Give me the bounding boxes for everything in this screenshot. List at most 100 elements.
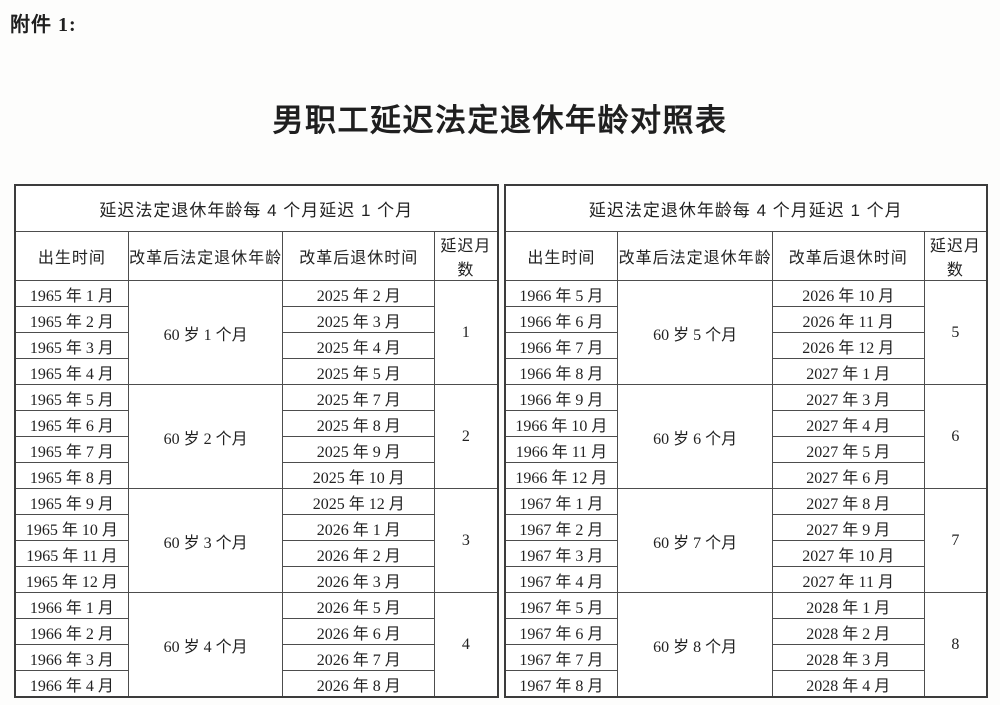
retire-date-cell: 2025 年 9 月 [282,436,436,463]
birth-date-cell: 1966 年 2 月 [14,618,129,645]
table-row: 1967 年 8 月 2028 年 4 月 [503,670,988,698]
retire-date-cell: 2025 年 8 月 [282,410,436,437]
table-row: 1965 年 4 月 2025 年 5 月 [14,358,498,385]
retire-date-cell: 2026 年 8 月 [282,670,436,698]
table-row: 1965 年 2 月 2025 年 3 月 [14,306,498,333]
delay-months-cell: 2 [434,384,498,489]
birth-date-cell: 1965 年 10 月 [14,514,129,541]
delay-months-cell: 1 [434,280,498,385]
retire-date-cell: 2026 年 10 月 [771,280,925,307]
retire-date-cell: 2028 年 2 月 [771,618,925,645]
birth-date-cell: 1965 年 6 月 [14,410,129,437]
birth-date-cell: 1965 年 12 月 [14,566,129,593]
retire-date-cell: 2025 年 3 月 [282,306,436,333]
retire-date-cell: 2026 年 6 月 [282,618,436,645]
birth-date-cell: 1966 年 4 月 [14,670,129,698]
retire-date-cell: 2028 年 4 月 [771,670,925,698]
statutory-age-cell: 60 岁 5 个月 [617,280,773,385]
delay-months-cell: 3 [434,488,498,593]
table-merged-header: 延迟法定退休年龄每 4 个月延迟 1 个月 [14,184,498,232]
delay-months-cell: 4 [434,592,498,698]
page-title: 男职工延迟法定退休年龄对照表 [272,103,728,138]
retire-date-cell: 2025 年 4 月 [282,332,436,359]
birth-date-cell: 1967 年 6 月 [503,618,619,645]
column-header-3: 延迟月数 [923,231,988,281]
birth-date-cell: 1965 年 3 月 [14,332,129,359]
retire-date-cell: 2025 年 12 月 [282,488,436,515]
column-header-0: 出生时间 [14,231,129,281]
column-header-3: 延迟月数 [434,231,498,281]
birth-date-cell: 1966 年 10 月 [503,410,619,437]
table-row: 1966 年 8 月 2027 年 1 月 [503,358,988,385]
retire-date-cell: 2025 年 7 月 [282,384,436,411]
birth-date-cell: 1966 年 11 月 [503,436,619,463]
table-row: 1966 年 11 月 2027 年 5 月 [503,436,988,463]
statutory-age-cell: 60 岁 7 个月 [617,488,773,593]
retire-date-cell: 2027 年 3 月 [771,384,925,411]
birth-date-cell: 1967 年 4 月 [503,566,619,593]
tables-row: 延迟法定退休年龄每 4 个月延迟 1 个月 出生时间 改革后法定退休年龄 改革后退休时… [14,184,988,698]
column-header-0: 出生时间 [503,231,619,281]
birth-date-cell: 1965 年 9 月 [14,488,129,515]
statutory-age-cell: 60 岁 2 个月 [127,384,284,489]
statutory-age-cell: 60 岁 6 个月 [617,384,773,489]
birth-date-cell: 1965 年 11 月 [14,540,129,567]
retire-date-cell: 2026 年 7 月 [282,644,436,671]
column-header-2: 改革后退休时间 [771,231,925,281]
table-row: 1965 年 7 月 2025 年 9 月 [14,436,498,463]
table-row: 1966 年 3 月 2026 年 7 月 [14,644,498,671]
table-row: 1965 年 3 月 2025 年 4 月 [14,332,498,359]
birth-date-cell: 1966 年 5 月 [503,280,619,307]
birth-date-cell: 1965 年 4 月 [14,358,129,385]
birth-date-cell: 1965 年 5 月 [14,384,129,411]
retire-date-cell: 2025 年 5 月 [282,358,436,385]
birth-date-cell: 1965 年 2 月 [14,306,129,333]
birth-date-cell: 1967 年 5 月 [503,592,619,619]
table-row: 1965 年 8 月 2025 年 10 月 [14,462,498,489]
table-row: 1965 年 11 月 2026 年 2 月 [14,540,498,567]
table-row: 1966 年 4 月 2026 年 8 月 [14,670,498,698]
retire-date-cell: 2026 年 11 月 [771,306,925,333]
birth-date-cell: 1967 年 7 月 [503,644,619,671]
birth-date-cell: 1966 年 9 月 [503,384,619,411]
birth-date-cell: 1967 年 3 月 [503,540,619,567]
table-row: 1966 年 10 月 2027 年 4 月 [503,410,988,437]
retire-date-cell: 2027 年 5 月 [771,436,925,463]
table-merged-header: 延迟法定退休年龄每 4 个月延迟 1 个月 [504,184,988,232]
birth-date-cell: 1966 年 3 月 [14,644,129,671]
table-row: 1965 年 6 月 2025 年 8 月 [14,410,498,437]
birth-date-cell: 1965 年 8 月 [14,462,129,489]
retire-date-cell: 2027 年 8 月 [771,488,925,515]
retire-date-cell: 2026 年 5 月 [282,592,436,619]
retire-date-cell: 2028 年 3 月 [771,644,925,671]
statutory-age-cell: 60 岁 8 个月 [617,592,773,698]
birth-date-cell: 1967 年 2 月 [503,514,619,541]
retire-date-cell: 2026 年 1 月 [282,514,436,541]
retire-date-cell: 2027 年 11 月 [771,566,925,593]
birth-date-cell: 1966 年 1 月 [14,592,129,619]
retire-date-cell: 2026 年 2 月 [282,540,436,567]
table-row: 1965 年 10 月 2026 年 1 月 [14,514,498,541]
birth-date-cell: 1966 年 12 月 [503,462,619,489]
delay-months-cell: 6 [923,384,988,489]
retire-date-cell: 2027 年 1 月 [771,358,925,385]
delay-months-cell: 5 [923,280,988,385]
attachment-label: 附件 1: [10,14,77,36]
retire-date-cell: 2027 年 9 月 [771,514,925,541]
retire-date-cell: 2028 年 1 月 [771,592,925,619]
birth-date-cell: 1966 年 7 月 [503,332,619,359]
statutory-age-cell: 60 岁 1 个月 [127,280,284,385]
retire-date-cell: 2027 年 4 月 [771,410,925,437]
retire-date-cell: 2026 年 12 月 [771,332,925,359]
column-header-1: 改革后法定退休年龄 [617,231,773,281]
birth-date-cell: 1966 年 8 月 [503,358,619,385]
birth-date-cell: 1967 年 1 月 [503,488,619,515]
